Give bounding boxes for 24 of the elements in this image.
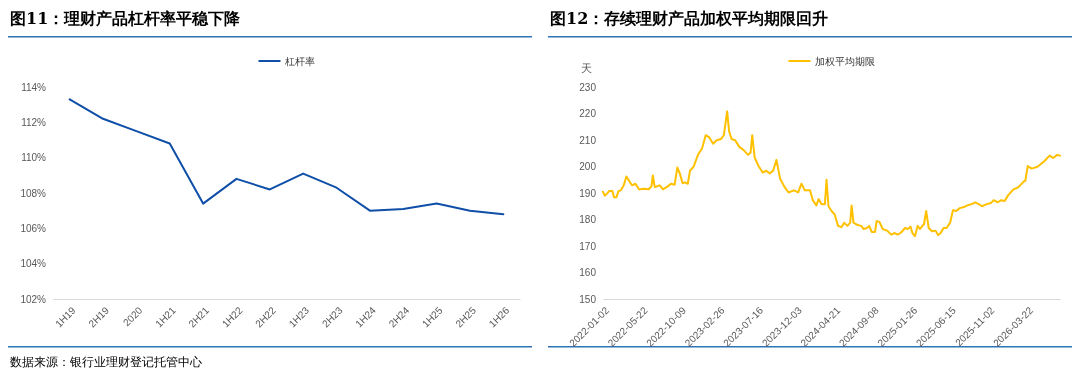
y-tick-label: 160 — [579, 267, 597, 279]
y-tick-label: 230 — [579, 81, 597, 93]
y-tick-label: 112% — [21, 117, 47, 129]
y-axis-title: 天 — [581, 62, 592, 75]
line-series — [68, 98, 505, 216]
line-series — [602, 110, 1061, 238]
y-tick-label: 200 — [579, 161, 597, 173]
y-tick-label: 180 — [579, 214, 597, 226]
source-note: 数据来源：银行业理财登记托管中心 — [10, 355, 202, 369]
y-tick-label: 104% — [20, 258, 47, 270]
y-tick-label: 110% — [21, 152, 47, 164]
chart-title: 图12：存续理财产品加权平均期限回升 — [550, 9, 829, 28]
y-tick-label: 220 — [579, 108, 597, 120]
y-tick-label: 150 — [579, 293, 597, 305]
y-tick-label: 114% — [21, 81, 47, 93]
y-tick-label: 170 — [579, 240, 597, 252]
y-tick-label: 106% — [20, 223, 47, 235]
y-tick-label: 102% — [20, 293, 47, 305]
y-tick-label: 108% — [20, 187, 47, 199]
y-tick-label: 210 — [579, 134, 597, 146]
legend-label: 加权平均期限 — [814, 56, 875, 67]
chart-title: 图11：理财产品杠杆率平稳下降 — [10, 9, 242, 28]
y-tick-label: 190 — [579, 187, 597, 199]
legend-label: 杠杆率 — [283, 56, 315, 67]
